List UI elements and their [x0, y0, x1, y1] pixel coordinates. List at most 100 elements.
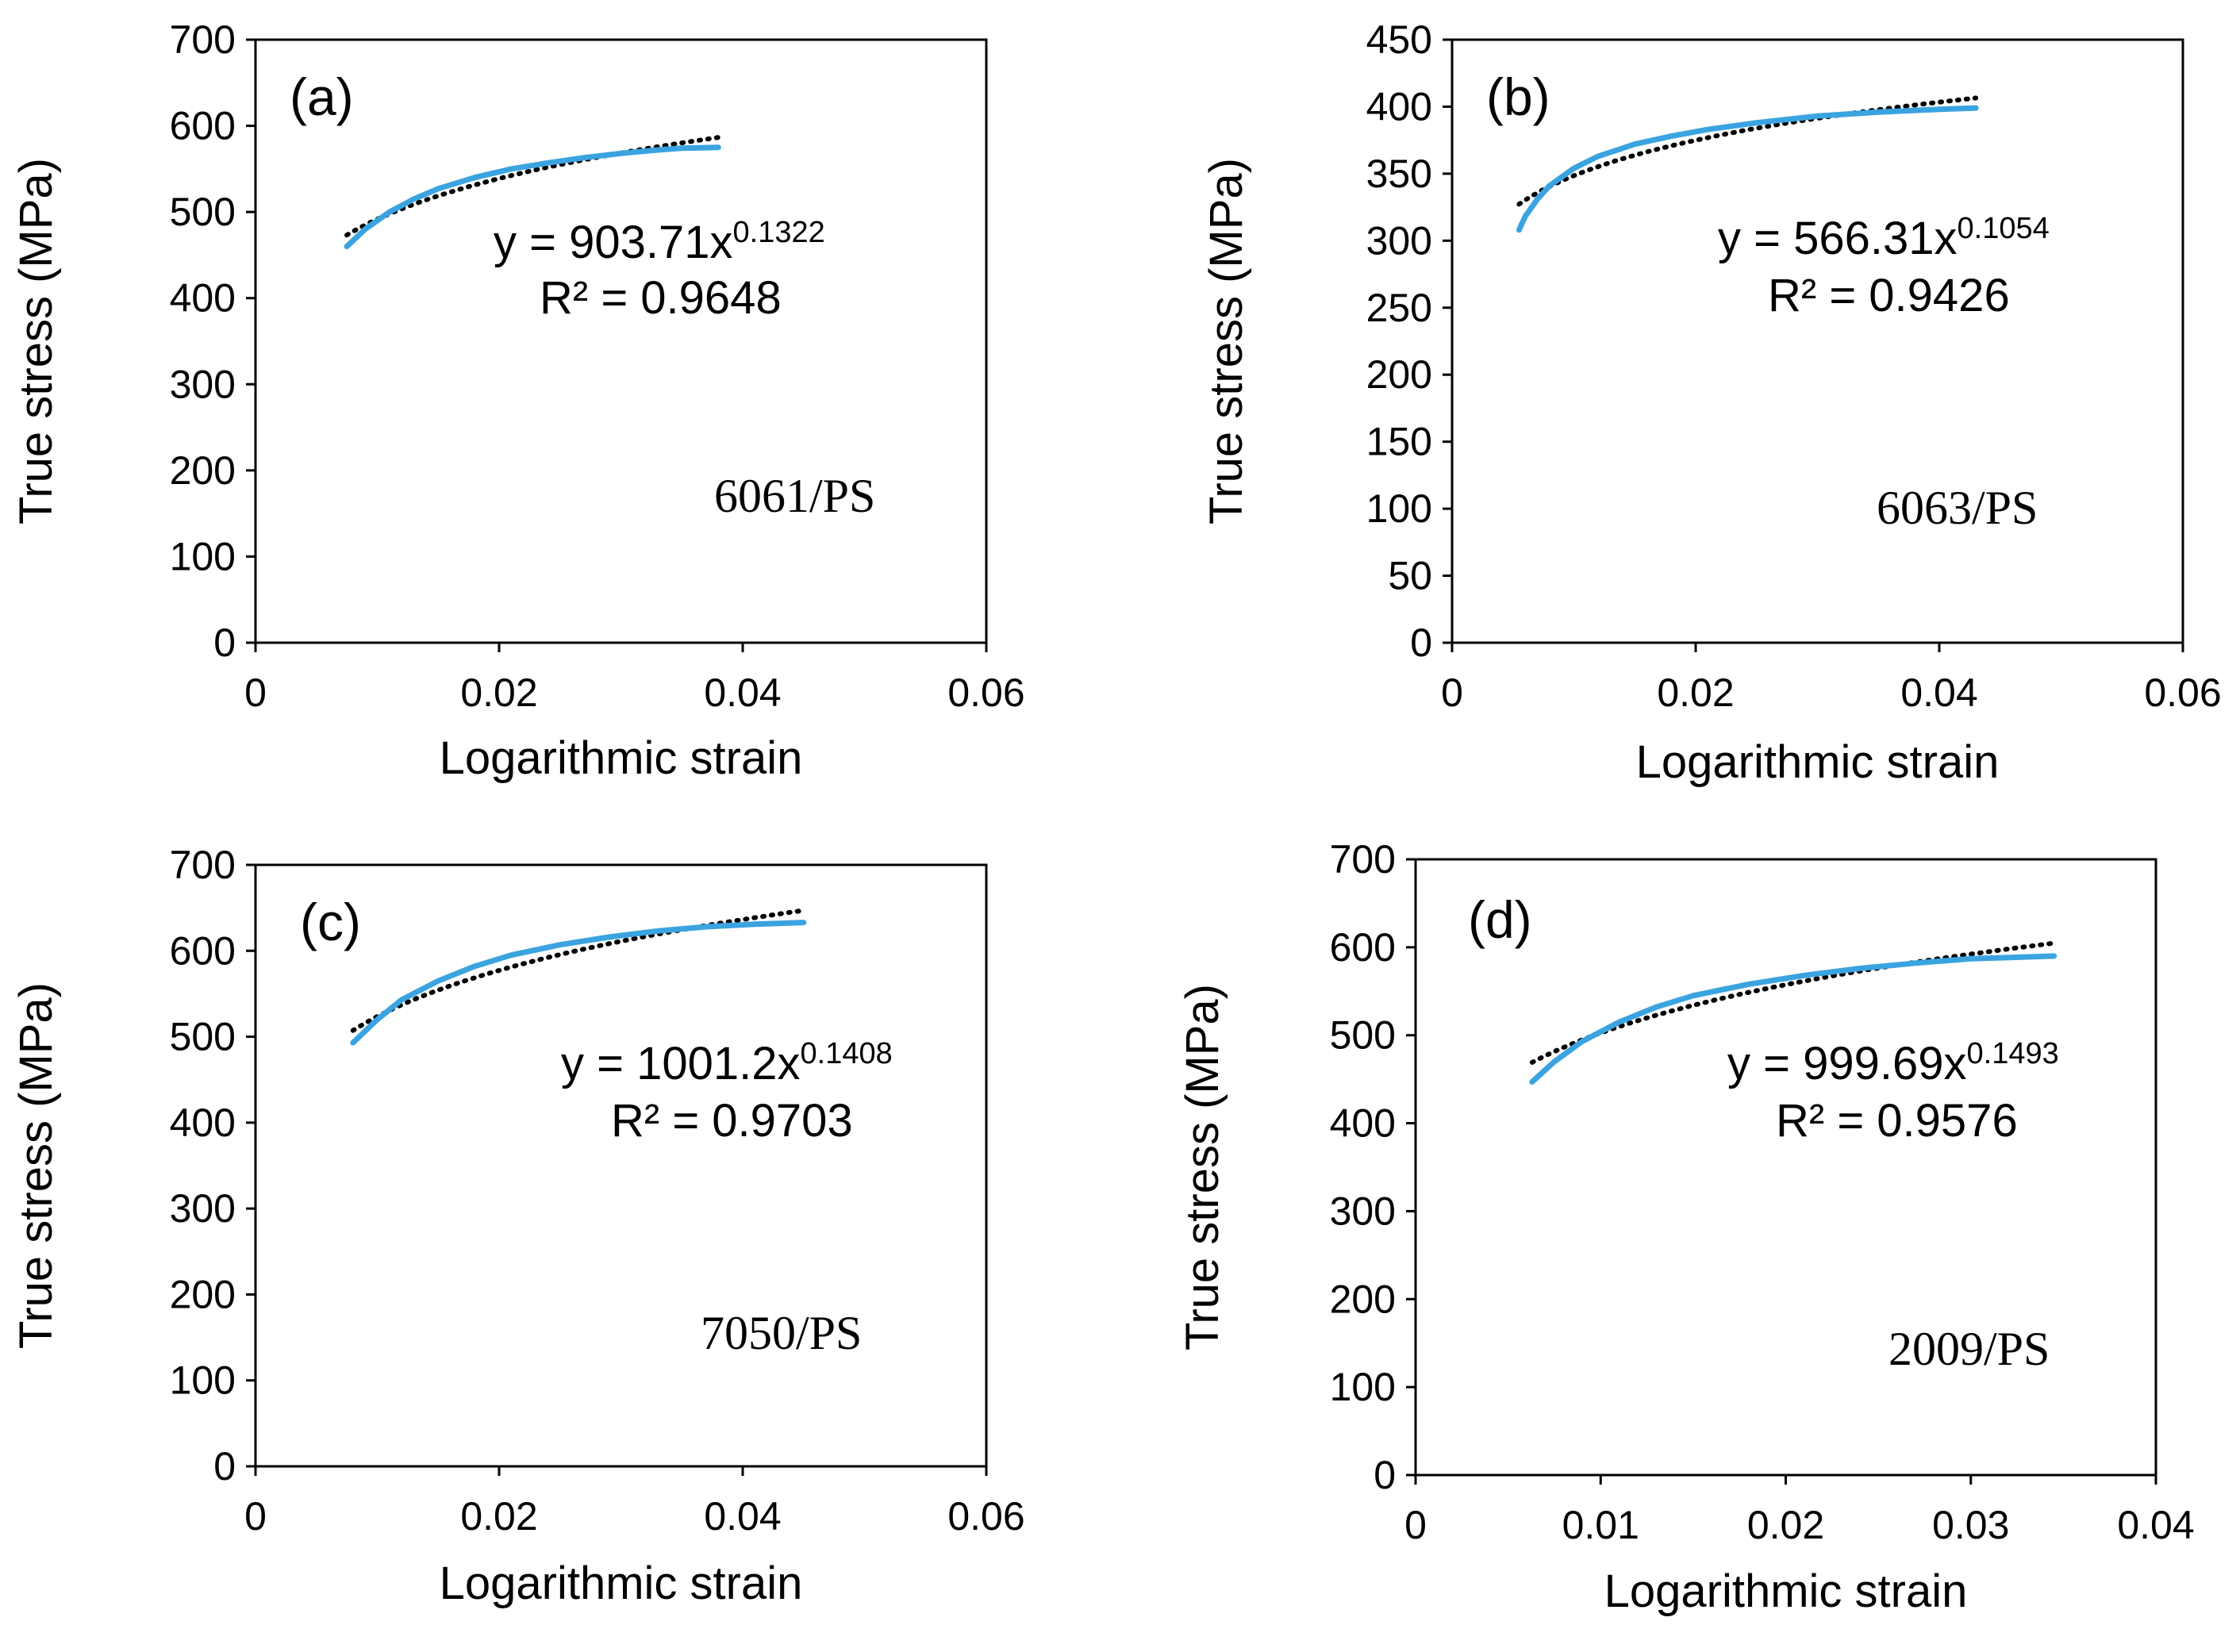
x-tick-label: 0 [244, 670, 267, 715]
chart-panel-1: 0 100 200 300 400 500 600 700 0 0.02 0.04 0.06 Logar… [10, 17, 1025, 784]
power-fit-trendline [350, 908, 806, 1033]
x-tick-label: 0 [244, 1494, 267, 1539]
x-tick-label: 0.06 [947, 1494, 1024, 1539]
y-tick-label: 500 [1330, 1013, 1396, 1058]
y-tick-label: 700 [1330, 837, 1396, 882]
fit-equation-base: y = 999.69x [1727, 1038, 1967, 1089]
y-tick-label: 600 [170, 928, 236, 973]
material-label: 6061/PS [714, 470, 875, 522]
y-tick-label: 300 [1330, 1189, 1396, 1233]
chart-panel-4: 0 100 200 300 400 500 600 700 0 0.01 0.02 0.03 0.04 L… [1177, 837, 2195, 1617]
fit-equation-exponent: 0.1322 [733, 216, 825, 249]
plot-area-frame [254, 38, 988, 644]
y-tick-label: 400 [170, 1101, 236, 1145]
experimental-curve [1516, 105, 1979, 233]
x-axis-title: Logarithmic strain [440, 732, 803, 784]
chart-panel-2: 0 50 100 150 200 250 300 350 400 450 0 0.02 0.04 0.06… [1201, 17, 2222, 788]
x-tick-label: 0.02 [1657, 670, 1734, 715]
x-tick-label: 0.02 [460, 670, 537, 715]
material-label: 6063/PS [1877, 482, 2038, 534]
r-squared-label: R² = 0.9576 [1776, 1095, 2018, 1147]
y-tick-label: 300 [1366, 218, 1432, 263]
y-tick-label: 50 [1388, 554, 1432, 598]
x-tick-label: 0 [1404, 1503, 1427, 1547]
fit-equation-exponent: 0.1054 [1958, 212, 2050, 245]
y-tick-label: 0 [1374, 1453, 1396, 1497]
y-tick-label: 100 [1366, 486, 1432, 531]
fit-equation: y = 903.71x0.1322 [494, 216, 825, 268]
power-fit-trendline [344, 135, 721, 238]
fit-equation-exponent: 0.1493 [1967, 1037, 2059, 1070]
y-tick-label: 100 [170, 534, 236, 578]
y-tick-label: 0 [1410, 620, 1432, 665]
plot-area-frame [1450, 38, 2184, 644]
y-tick-label: 0 [213, 620, 236, 665]
y-tick-label: 200 [170, 448, 236, 493]
y-tick-label: 450 [1366, 17, 1432, 62]
r-squared-label: R² = 0.9426 [1768, 270, 2010, 321]
y-tick-label: 200 [170, 1272, 236, 1316]
panel-label: (b) [1486, 67, 1550, 126]
y-tick-label: 350 [1366, 152, 1432, 196]
x-tick-label: 0.04 [704, 1494, 781, 1539]
y-tick-label: 500 [170, 190, 236, 234]
y-tick-label: 300 [170, 1186, 236, 1231]
y-tick-label: 400 [1330, 1101, 1396, 1146]
material-label: 2009/PS [1888, 1323, 2050, 1375]
plot-area-frame [254, 863, 988, 1468]
r-squared-label: R² = 0.9703 [611, 1095, 853, 1147]
experimental-curve [1529, 953, 2057, 1085]
y-tick-label: 150 [1366, 420, 1432, 464]
y-tick-label: 250 [1366, 286, 1432, 330]
y-tick-label: 600 [170, 104, 236, 148]
y-axis-title: True stress (MPa) [1177, 984, 1228, 1350]
x-axis-title: Logarithmic strain [440, 1558, 803, 1609]
x-tick-label: 0.02 [1747, 1503, 1824, 1547]
y-tick-label: 700 [170, 843, 236, 887]
fit-equation-base: y = 903.71x [494, 217, 733, 268]
y-tick-label: 700 [170, 17, 236, 62]
plot-area-frame [1414, 858, 2157, 1477]
panel-label: (a) [290, 67, 354, 126]
x-tick-label: 0.04 [2117, 1503, 2194, 1547]
y-tick-label: 200 [1330, 1277, 1396, 1321]
y-tick-label: 0 [213, 1444, 236, 1489]
x-tick-label: 0.02 [460, 1494, 537, 1539]
chart-panel-3: 0 100 200 300 400 500 600 700 0 0.02 0.04 0.06 Logar… [10, 843, 1025, 1609]
power-fit-trendline [1529, 940, 2057, 1065]
y-axis-title: True stress (MPa) [10, 158, 62, 524]
y-axis-title: True stress (MPa) [10, 982, 62, 1349]
y-tick-label: 500 [170, 1015, 236, 1059]
x-axis-title: Logarithmic strain [1604, 1566, 1968, 1617]
y-tick-label: 600 [1330, 925, 1396, 970]
x-tick-label: 0.03 [1932, 1503, 2009, 1547]
material-label: 7050/PS [701, 1307, 862, 1359]
y-tick-label: 400 [1366, 84, 1432, 129]
y-tick-label: 100 [170, 1358, 236, 1403]
y-tick-label: 100 [1330, 1365, 1396, 1409]
x-axis-title: Logarithmic strain [1636, 736, 2000, 788]
fit-equation-exponent: 0.1408 [801, 1037, 893, 1070]
x-tick-label: 0.01 [1562, 1503, 1639, 1547]
y-tick-label: 200 [1366, 352, 1432, 397]
r-squared-label: R² = 0.9648 [540, 272, 782, 324]
power-fit-trendline [1516, 95, 1979, 207]
y-tick-label: 300 [170, 362, 236, 406]
x-tick-label: 0.04 [704, 670, 781, 715]
x-tick-label: 0.06 [2144, 670, 2221, 715]
fit-equation-base: y = 1001.2x [561, 1038, 801, 1089]
y-axis-title: True stress (MPa) [1201, 158, 1252, 524]
panel-label: (c) [300, 893, 361, 951]
x-tick-label: 0 [1441, 670, 1463, 715]
x-tick-label: 0.06 [947, 670, 1024, 715]
y-tick-label: 400 [170, 276, 236, 321]
experimental-curve [344, 144, 721, 250]
fit-equation: y = 1001.2x0.1408 [561, 1037, 893, 1089]
panel-label: (d) [1468, 890, 1532, 949]
fit-equation-base: y = 566.31x [1718, 213, 1958, 264]
experimental-curve [350, 920, 807, 1046]
fit-equation: y = 566.31x0.1054 [1718, 212, 2050, 264]
x-tick-label: 0.04 [1900, 670, 1977, 715]
fit-equation: y = 999.69x0.1493 [1727, 1037, 2059, 1089]
